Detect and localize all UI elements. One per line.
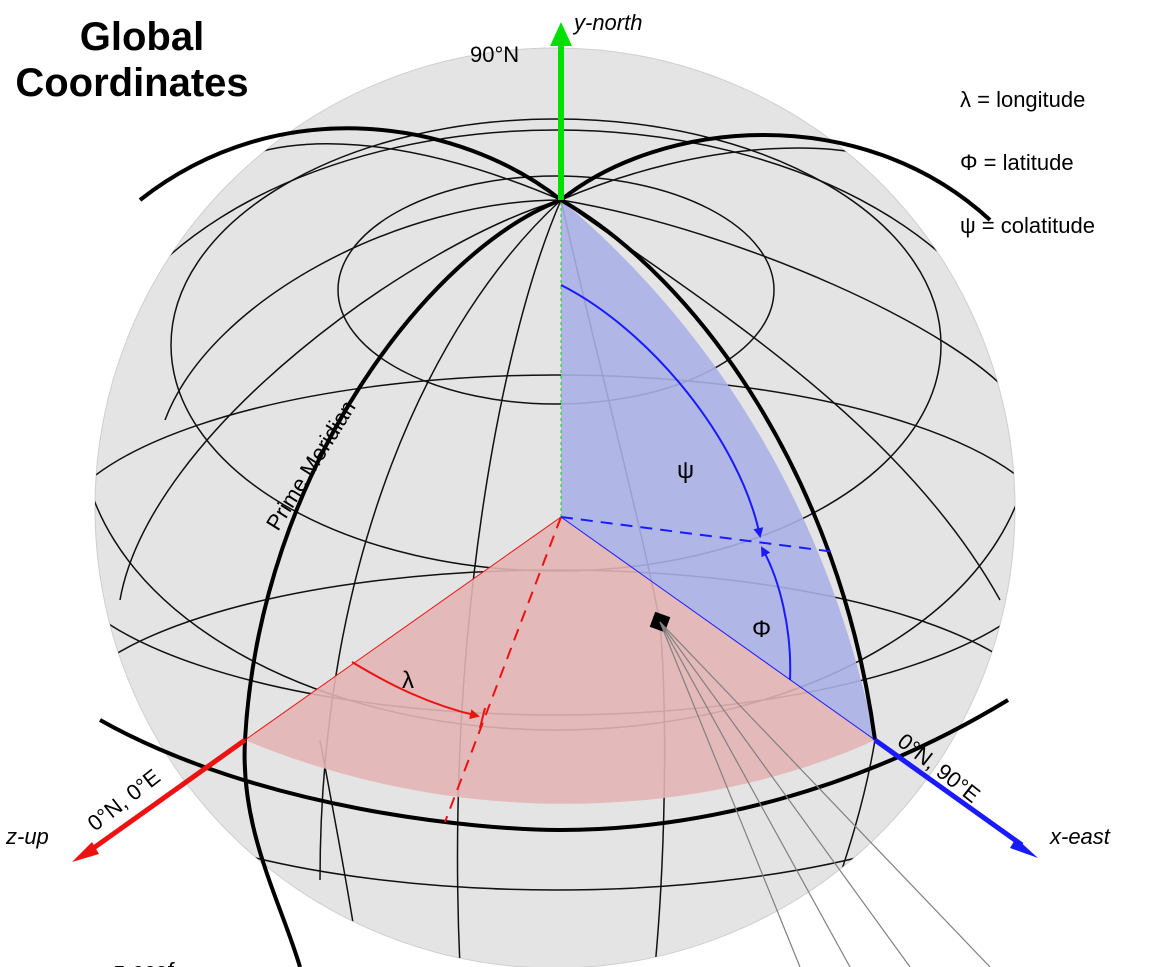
y-axis-label: y-north xyxy=(572,10,642,35)
title-line-1: Global xyxy=(80,15,204,59)
ray-2 xyxy=(659,621,851,967)
blue-dashed-line xyxy=(560,516,836,553)
legend-colatitude: ψ = colatitude xyxy=(960,213,1095,238)
z-axis-thin xyxy=(244,516,562,741)
legend-longitude: λ = longitude xyxy=(960,87,1085,112)
phi-arc xyxy=(761,546,792,681)
lambda-arc xyxy=(351,661,480,720)
psi-label: ψ xyxy=(677,457,694,484)
x-axis-arrowhead xyxy=(1010,838,1038,858)
north-pole-label: 90°N xyxy=(470,42,519,67)
prime-meridian-line xyxy=(242,198,562,967)
z-axis-arrow xyxy=(86,737,247,855)
bottom-label: z-ecef xyxy=(112,958,176,967)
meridian-right-2 xyxy=(560,199,1015,401)
red-wedge xyxy=(245,517,875,804)
z-axis-label: z-up xyxy=(5,824,49,849)
x-axis-label: x-east xyxy=(1049,824,1111,849)
y-axis-arrowhead xyxy=(550,22,572,46)
meridian-left-3 xyxy=(456,199,562,967)
polar-arc-right xyxy=(559,133,992,222)
phi-label: Φ xyxy=(752,616,771,643)
equator-upper xyxy=(99,698,1010,833)
meridian-90e-line xyxy=(560,198,877,741)
lambda-label: λ xyxy=(402,667,414,694)
x-axis-thin xyxy=(560,516,876,741)
lambda-tick xyxy=(479,707,486,729)
ray-1 xyxy=(659,621,801,967)
ray-3 xyxy=(659,621,911,967)
polar-arc-left xyxy=(138,126,563,202)
ray-4 xyxy=(659,621,991,967)
thick-lines xyxy=(99,126,1010,967)
observation-rays xyxy=(659,621,991,967)
psi-arc xyxy=(560,284,764,538)
meridian-left-4 xyxy=(164,199,562,421)
blue-wedge xyxy=(561,200,875,740)
latitude-circle-75 xyxy=(337,175,775,405)
meridian-left-1 xyxy=(119,199,562,601)
red-dashed-line xyxy=(444,516,562,823)
x-axis-arrow xyxy=(873,737,1024,848)
legend-latitude: Φ = latitude xyxy=(960,150,1074,175)
z-axis-arrowhead xyxy=(72,842,99,862)
title-line-2: Coordinates xyxy=(15,61,248,105)
